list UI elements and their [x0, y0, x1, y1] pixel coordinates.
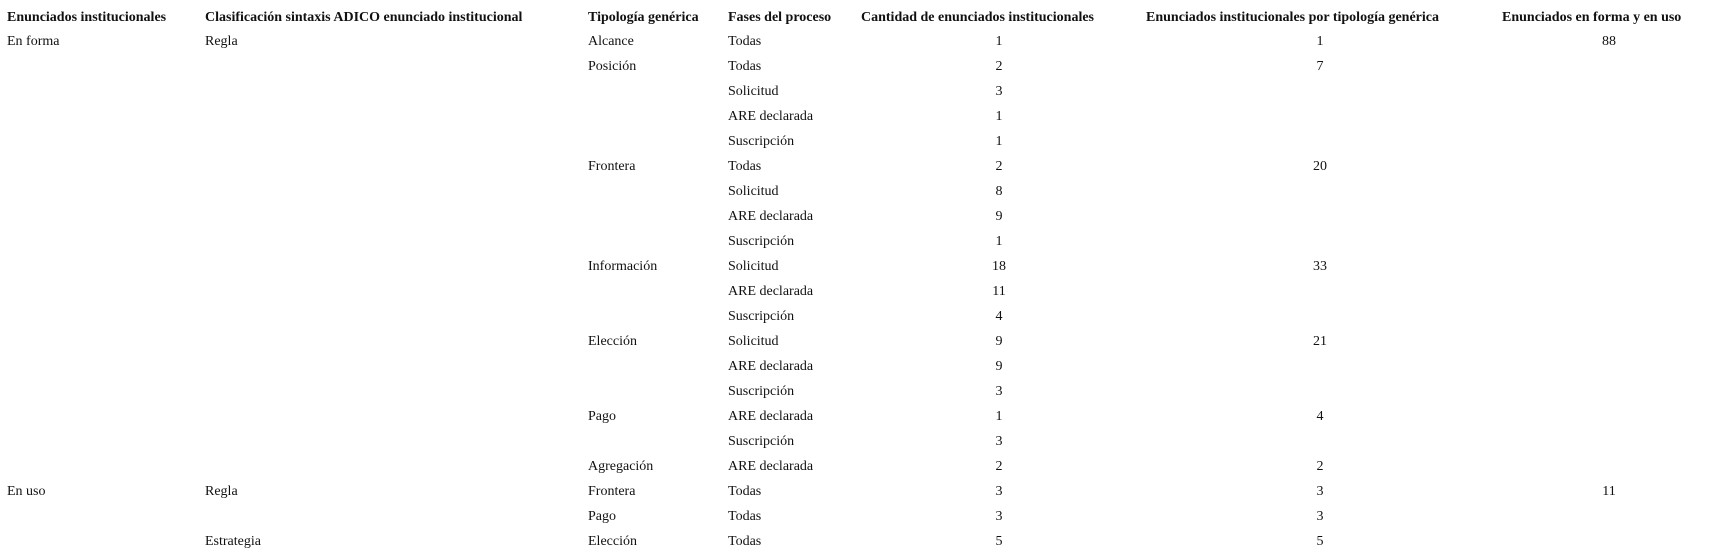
table-cell: 2	[1316, 459, 1324, 474]
table-cell: Solicitud	[728, 184, 779, 199]
header-cell: Tipología genérica	[588, 10, 699, 25]
header-cell: Enunciados institucionales por tipología…	[1146, 10, 1439, 25]
table-cell: 11	[992, 284, 1006, 299]
table-cell: ARE declarada	[728, 209, 814, 224]
table-cell: 9	[995, 209, 1003, 224]
table-cell: Posición	[588, 59, 637, 74]
table-cell: Suscripción	[728, 384, 795, 399]
table-cell: ARE declarada	[728, 284, 814, 299]
table-cell: Regla	[205, 484, 238, 499]
table-cell: 21	[1313, 334, 1327, 349]
table-cell: 1	[995, 409, 1003, 424]
table-cell: 1	[995, 234, 1003, 249]
table-cell: 7	[1316, 59, 1324, 74]
table-cell: Solicitud	[728, 84, 779, 99]
header-cell: Enunciados en forma y en uso	[1502, 10, 1682, 25]
table-cell: 1	[995, 134, 1003, 149]
header-cell: Enunciados institucionales	[7, 10, 167, 25]
table-cell: Todas	[728, 534, 762, 549]
table-cell: Solicitud	[728, 259, 779, 274]
table-cell: Todas	[728, 509, 762, 524]
table-cell: 4	[1316, 409, 1324, 424]
table-cell: Suscripción	[728, 134, 795, 149]
table-cell: Todas	[728, 484, 762, 499]
table-cell: Todas	[728, 159, 762, 174]
table-cell: 4	[995, 309, 1003, 324]
table-cell: 18	[992, 259, 1006, 274]
table-cell: 11	[1602, 484, 1616, 499]
table-cell: 3	[995, 384, 1003, 399]
table-cell: 5	[1316, 534, 1324, 549]
table-cell: 1	[995, 109, 1003, 124]
table-cell: 3	[995, 434, 1003, 449]
table-cell: ARE declarada	[728, 409, 814, 424]
table-cell: 2	[995, 459, 1003, 474]
table-cell: Pago	[588, 409, 616, 424]
table-cell: 1	[995, 34, 1003, 49]
table-cell: Todas	[728, 59, 762, 74]
table-cell: Estrategia	[205, 534, 261, 549]
table-cell: Información	[588, 259, 658, 274]
table-cell: ARE declarada	[728, 459, 814, 474]
table-cell: 5	[995, 534, 1003, 549]
table-cell: Elección	[588, 534, 637, 549]
table-cell: En forma	[7, 34, 60, 49]
table-cell: Frontera	[588, 159, 636, 174]
header-cell: Clasificación sintaxis ADICO enunciado i…	[205, 10, 523, 25]
table-cell: 20	[1313, 159, 1327, 174]
table-cell: Regla	[205, 34, 238, 49]
table-cell: 3	[995, 484, 1003, 499]
table-cell: 3	[1316, 509, 1324, 524]
table-cell: Suscripción	[728, 434, 795, 449]
table-cell: Todas	[728, 34, 762, 49]
table-cell: Suscripción	[728, 234, 795, 249]
table-cell: ARE declarada	[728, 359, 814, 374]
table-cell: 9	[995, 359, 1003, 374]
table-cell: Elección	[588, 334, 637, 349]
table-cell: 2	[995, 159, 1003, 174]
table-cell: Frontera	[588, 484, 636, 499]
header-cell: Cantidad de enunciados institucionales	[861, 10, 1094, 25]
table-cell: 33	[1313, 259, 1327, 274]
table-cell: Pago	[588, 509, 616, 524]
table-cell: 3	[995, 509, 1003, 524]
table-cell: 3	[1316, 484, 1324, 499]
table-cell: 8	[995, 184, 1003, 199]
table-cell: Solicitud	[728, 334, 779, 349]
table-cell: 3	[995, 84, 1003, 99]
table-cell: 88	[1602, 34, 1616, 49]
table-cell: En uso	[7, 484, 46, 499]
table-cell: Agregación	[588, 459, 654, 474]
table-cell: Alcance	[588, 34, 634, 49]
table-cell: 1	[1316, 34, 1324, 49]
table-cell: Suscripción	[728, 309, 795, 324]
table-cell: 2	[995, 59, 1003, 74]
header-cell: Fases del proceso	[728, 10, 832, 25]
table-cell: 9	[995, 334, 1003, 349]
table-cell: ARE declarada	[728, 109, 814, 124]
